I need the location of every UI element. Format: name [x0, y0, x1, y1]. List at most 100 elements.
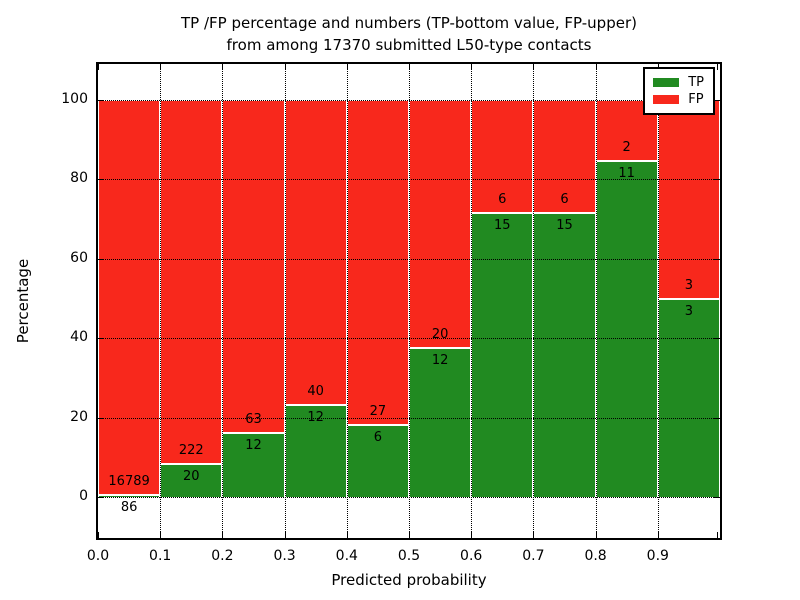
x-tick-mark-top-10 — [717, 64, 718, 70]
legend-swatch-fp — [653, 95, 680, 104]
x-tick-label-0.1: 0.1 — [149, 548, 172, 564]
y-tick-mark-right-20 — [714, 417, 720, 419]
tp-count-label-9: 3 — [684, 303, 694, 319]
y-tick-label-80: 80 — [70, 170, 88, 187]
fp-count-label-2: 63 — [245, 412, 262, 428]
x-tick-mark-top-1 — [160, 64, 162, 70]
gridline-vertical-4 — [346, 64, 348, 538]
x-tick-mark-bottom-8 — [595, 532, 597, 538]
bar-segment-fp-2 — [222, 100, 285, 434]
y-tick-mark-right-60 — [714, 258, 720, 260]
tp-count-label-1: 20 — [183, 469, 200, 485]
bar-segment-tp-2 — [222, 433, 285, 497]
fp-count-label-4: 27 — [369, 403, 387, 419]
fp-count-label-3: 40 — [307, 384, 324, 400]
x-tick-label-0.5: 0.5 — [397, 548, 421, 564]
legend: TP FP — [643, 67, 715, 115]
x-tick-label-0.7: 0.7 — [522, 548, 545, 564]
x-tick-mark-top-4 — [346, 64, 348, 70]
fp-count-label-0: 16789 — [108, 473, 150, 489]
fp-count-label-5: 20 — [431, 327, 449, 343]
x-tick-mark-bottom-4 — [346, 532, 348, 538]
gridline-vertical-9 — [657, 64, 659, 538]
y-tick-label-0: 0 — [79, 488, 88, 504]
tp-count-label-4: 6 — [373, 429, 383, 445]
bar-segment-fp-0 — [98, 100, 161, 495]
y-tick-mark-right-0 — [714, 497, 720, 498]
gridline-vertical-2 — [222, 64, 224, 538]
gridline-vertical-1 — [160, 64, 162, 538]
tp-count-label-0: 86 — [120, 499, 138, 515]
bar-segment-tp-7 — [533, 213, 596, 497]
x-tick-label-0.0: 0.0 — [86, 548, 110, 564]
fp-count-label-6: 6 — [498, 192, 507, 208]
y-tick-mark-left-0 — [98, 497, 104, 498]
y-tick-mark-left-40 — [98, 338, 104, 340]
chart-title-line2: from among 17370 submitted L50-type cont… — [226, 36, 592, 54]
x-tick-label-0.3: 0.3 — [273, 548, 296, 564]
x-tick-mark-bottom-9 — [657, 532, 659, 538]
plot-area: TP FP 16789 86 222 20 63 12 40 12 27 6 20 12 6 15 6 15 2… — [96, 62, 722, 540]
gridline-vertical-8 — [595, 64, 597, 538]
gridline-vertical-3 — [284, 64, 286, 538]
tp-count-label-5: 12 — [431, 353, 449, 369]
fp-count-label-7: 6 — [560, 192, 569, 208]
tp-count-label-2: 12 — [245, 438, 262, 454]
y-tick-mark-right-40 — [714, 338, 720, 340]
x-tick-mark-bottom-6 — [471, 532, 473, 538]
x-tick-mark-top-0 — [98, 64, 99, 70]
bar-segment-tp-4 — [346, 424, 409, 497]
bar-segment-fp-1 — [160, 100, 223, 465]
bar-segment-tp-3 — [284, 405, 347, 497]
gridline-vertical-7 — [533, 64, 535, 538]
fp-count-label-8: 2 — [622, 140, 631, 156]
x-tick-mark-bottom-7 — [533, 532, 535, 538]
x-tick-mark-bottom-2 — [222, 532, 224, 538]
x-tick-mark-bottom-0 — [98, 532, 99, 538]
bar-segment-tp-6 — [471, 213, 534, 497]
x-tick-label-0.2: 0.2 — [211, 548, 234, 564]
chart-title: TP /FP percentage and numbers (TP-bottom… — [96, 12, 722, 56]
bar-segment-tp-8 — [595, 161, 658, 497]
y-tick-mark-left-80 — [98, 179, 104, 181]
y-tick-label-100: 100 — [61, 91, 88, 107]
y-axis-label: Percentage — [14, 258, 33, 344]
bar-segment-tp-9 — [657, 298, 720, 497]
tp-count-label-8: 11 — [618, 166, 635, 182]
tp-count-label-3: 12 — [307, 410, 324, 426]
y-tick-mark-left-20 — [98, 417, 104, 419]
x-tick-label-0.6: 0.6 — [460, 548, 483, 564]
x-tick-mark-bottom-3 — [284, 532, 286, 538]
legend-label-fp: FP — [688, 92, 704, 107]
bar-segment-tp-0 — [98, 494, 161, 497]
tp-count-label-6: 15 — [494, 218, 511, 234]
legend-label-tp: TP — [688, 75, 704, 90]
gridline-vertical-6 — [471, 64, 473, 538]
y-tick-mark-left-100 — [98, 100, 104, 101]
y-tick-mark-right-80 — [714, 179, 720, 181]
x-tick-mark-bottom-10 — [717, 532, 718, 538]
x-tick-label-0.9: 0.9 — [646, 548, 669, 564]
y-tick-label-40: 40 — [70, 329, 88, 346]
x-tick-mark-top-6 — [471, 64, 473, 70]
fp-count-label-9: 3 — [684, 277, 694, 293]
y-tick-label-20: 20 — [70, 408, 88, 425]
gridline-vertical-5 — [409, 64, 410, 538]
legend-item-tp: TP — [653, 74, 704, 91]
legend-item-fp: FP — [653, 91, 704, 108]
x-axis-label: Predicted probability — [331, 571, 487, 589]
bar-segment-fp-9 — [657, 100, 720, 299]
x-tick-mark-bottom-1 — [160, 532, 162, 538]
y-tick-mark-right-100 — [714, 100, 720, 101]
bar-segment-tp-5 — [409, 348, 472, 497]
tp-count-label-7: 15 — [556, 218, 573, 234]
bar-segment-fp-4 — [346, 100, 409, 425]
x-tick-mark-top-5 — [409, 64, 410, 70]
y-tick-label-60: 60 — [70, 249, 88, 266]
x-tick-label-0.4: 0.4 — [335, 548, 358, 564]
x-tick-mark-top-8 — [595, 64, 597, 70]
x-tick-label-0.8: 0.8 — [584, 548, 607, 564]
x-tick-mark-top-7 — [533, 64, 535, 70]
fp-count-label-1: 222 — [178, 443, 204, 459]
